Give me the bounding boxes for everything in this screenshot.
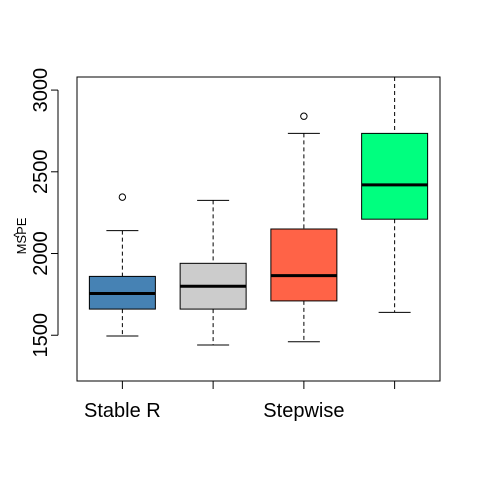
outlier-point [300,112,308,120]
y-tick-label: 3000 [30,68,52,113]
y-axis-label-hat: ^ [11,231,26,238]
y-tick-label: 2000 [30,231,52,275]
x-axis: Stable R Stepwise [84,380,396,422]
box-group [270,112,338,343]
y-axis: 1500 2000 2500 3000 [30,68,59,358]
boxes-layer [88,76,429,346]
y-tick-label: 1500 [30,313,52,358]
x-tick-label: Stable R [84,400,161,422]
box-iqr [270,228,338,302]
outlier-point [118,193,127,201]
box-group [361,76,429,313]
y-axis-title: MSPE ^ [11,217,29,254]
box-group [88,193,156,337]
x-tick-label: Stepwise [263,400,344,422]
box-iqr [361,132,429,220]
y-tick-label: 2500 [30,150,52,195]
y-axis-label: MSPE [14,217,29,254]
box-group [179,199,247,346]
